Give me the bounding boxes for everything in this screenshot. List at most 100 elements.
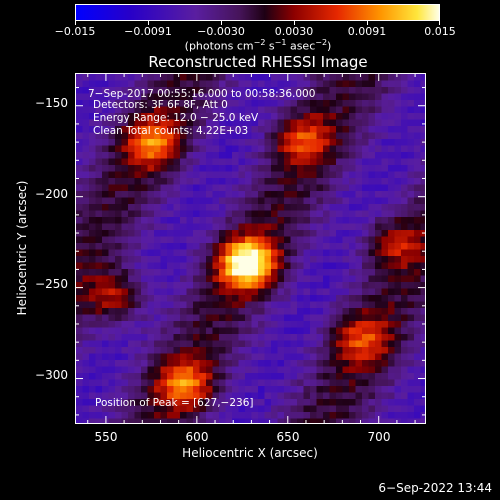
heatmap-cell (336, 106, 344, 114)
heatmap-cell (102, 191, 110, 199)
heatmap-cell (394, 132, 402, 140)
heatmap-cell (381, 295, 389, 303)
heatmap-cell (95, 379, 103, 387)
heatmap-cell (349, 418, 357, 423)
heatmap-cell (76, 145, 84, 153)
heatmap-cell (349, 262, 357, 270)
heatmap-cell (180, 106, 188, 114)
heatmap-cell (219, 80, 227, 88)
heatmap-cell (336, 80, 344, 88)
heatmap-cell (102, 178, 110, 186)
heatmap-cell (115, 295, 123, 303)
heatmap-cell (368, 249, 376, 257)
heatmap-cell (271, 93, 279, 101)
heatmap-cell (173, 197, 181, 205)
heatmap-cell (420, 145, 425, 153)
heatmap-cell (271, 360, 279, 368)
heatmap-cell (82, 262, 90, 270)
heatmap-cell (147, 191, 155, 199)
heatmap-cell (329, 217, 337, 225)
heatmap-cell (160, 217, 168, 225)
heatmap-cell (147, 269, 155, 277)
heatmap-cell (414, 295, 422, 303)
heatmap-cell (186, 275, 194, 283)
heatmap-cell (212, 165, 220, 173)
heatmap-cell (128, 119, 136, 127)
heatmap-cell (323, 366, 331, 374)
heatmap-cell (375, 243, 383, 251)
heatmap-cell (232, 275, 240, 283)
heatmap-cell (258, 171, 266, 179)
heatmap-cell (245, 204, 253, 212)
heatmap-cell (381, 139, 389, 147)
heatmap-cell (290, 399, 298, 407)
heatmap-cell (89, 178, 97, 186)
heatmap-cell (238, 256, 246, 264)
heatmap-cell (160, 171, 168, 179)
heatmap-cell (115, 106, 123, 114)
heatmap-cell (108, 301, 116, 309)
heatmap-cell (238, 399, 246, 407)
heatmap-cell (245, 178, 253, 186)
heatmap-cell (167, 392, 175, 400)
heatmap-cell (225, 236, 233, 244)
heatmap-cell (414, 373, 422, 381)
heatmap-cell (264, 314, 272, 322)
heatmap-cell (401, 262, 409, 270)
heatmap-cell (264, 275, 272, 283)
heatmap-cell (128, 288, 136, 296)
heatmap-cell (108, 191, 116, 199)
heatmap-cell (219, 334, 227, 342)
heatmap-cell (355, 373, 363, 381)
heatmap-cell (284, 217, 292, 225)
heatmap-cell (160, 412, 168, 420)
heatmap-cell (290, 126, 298, 134)
heatmap-cell (297, 412, 305, 420)
heatmap-cell (128, 308, 136, 316)
heatmap-cell (186, 171, 194, 179)
heatmap-cell (303, 314, 311, 322)
heatmap-cell (147, 366, 155, 374)
heatmap-cell (141, 386, 149, 394)
heatmap-cell (245, 269, 253, 277)
heatmap-cell (128, 340, 136, 348)
heatmap-cell (258, 210, 266, 218)
heatmap-cell (134, 93, 142, 101)
heatmap-cell (368, 340, 376, 348)
heatmap-cell (381, 301, 389, 309)
heatmap-cell (115, 327, 123, 335)
heatmap-cell (394, 93, 402, 101)
heatmap-cell (108, 126, 116, 134)
heatmap-cell (420, 171, 425, 179)
heatmap-cell (225, 379, 233, 387)
heatmap-cell (154, 262, 162, 270)
heatmap-cell (115, 204, 123, 212)
heatmap-cell (362, 366, 370, 374)
heatmap-cell (349, 379, 357, 387)
heatmap-cell (147, 399, 155, 407)
heatmap-cell (76, 113, 84, 121)
heatmap-cell (206, 360, 214, 368)
heatmap-cell (95, 399, 103, 407)
heatmap-cell (394, 314, 402, 322)
heatmap-cell (251, 191, 259, 199)
heatmap-cell (420, 262, 425, 270)
heatmap-cell (310, 119, 318, 127)
heatmap-cell (154, 301, 162, 309)
heatmap-cell (141, 74, 149, 82)
heatmap-cell (303, 386, 311, 394)
heatmap-cell (394, 405, 402, 413)
heatmap-cell (251, 262, 259, 270)
heatmap-cell (342, 197, 350, 205)
heatmap-cell (297, 132, 305, 140)
heatmap-cell (245, 210, 253, 218)
heatmap-cell (381, 243, 389, 251)
heatmap-cell (388, 80, 396, 88)
heatmap-cell (277, 327, 285, 335)
heatmap-cell (401, 314, 409, 322)
heatmap-cell (212, 230, 220, 238)
heatmap-cell (329, 327, 337, 335)
heatmap-cell (310, 262, 318, 270)
heatmap-cell (414, 262, 422, 270)
heatmap-cell (381, 353, 389, 361)
